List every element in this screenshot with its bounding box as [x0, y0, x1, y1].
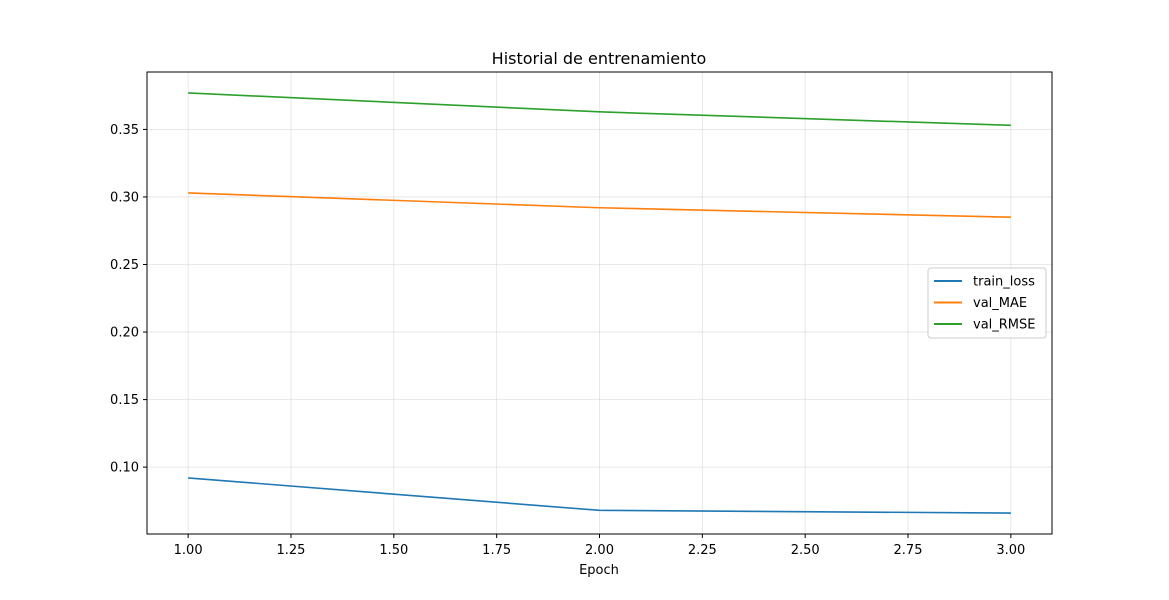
y-tick-label: 0.10: [110, 461, 139, 476]
legend-label: train_loss: [973, 275, 1035, 290]
grid-lines: [147, 72, 1052, 534]
x-tick-label: 2.75: [894, 543, 923, 558]
x-tick-label: 2.50: [791, 543, 820, 558]
legend-label: val_RMSE: [973, 318, 1036, 333]
x-axis-label: Epoch: [579, 563, 619, 578]
legend-label: val_MAE: [973, 296, 1027, 311]
y-axis-ticks: 0.10 0.15 0.20 0.25 0.30 0.35: [110, 123, 147, 476]
x-tick-label: 1.25: [277, 543, 306, 558]
x-tick-label: 1.50: [379, 543, 408, 558]
x-tick-label: 1.00: [174, 543, 203, 558]
series-line-train-loss: [188, 477, 1011, 514]
y-tick-label: 0.30: [110, 190, 139, 205]
legend-box: [927, 267, 1047, 339]
x-tick-label: 1.75: [482, 543, 511, 558]
x-tick-label: 2.00: [585, 543, 614, 558]
y-tick-label: 0.15: [110, 393, 139, 408]
y-tick-label: 0.25: [110, 258, 139, 273]
x-tick-label: 3.00: [996, 543, 1025, 558]
x-tick-label: 2.25: [688, 543, 717, 558]
chart-title: Historial de entrenamiento: [492, 49, 707, 68]
y-tick-label: 0.35: [110, 123, 139, 138]
series-line-val-rmse: [188, 92, 1011, 127]
series-line-val-mae: [188, 192, 1011, 219]
series-lines: [188, 92, 1011, 514]
x-axis-ticks: 1.00 1.25 1.50 1.75 2.00 2.25 2.50 2.75 3.00: [174, 534, 1025, 558]
legend: train_loss val_MAE val_RMSE: [927, 267, 1047, 339]
y-tick-label: 0.20: [110, 326, 139, 341]
